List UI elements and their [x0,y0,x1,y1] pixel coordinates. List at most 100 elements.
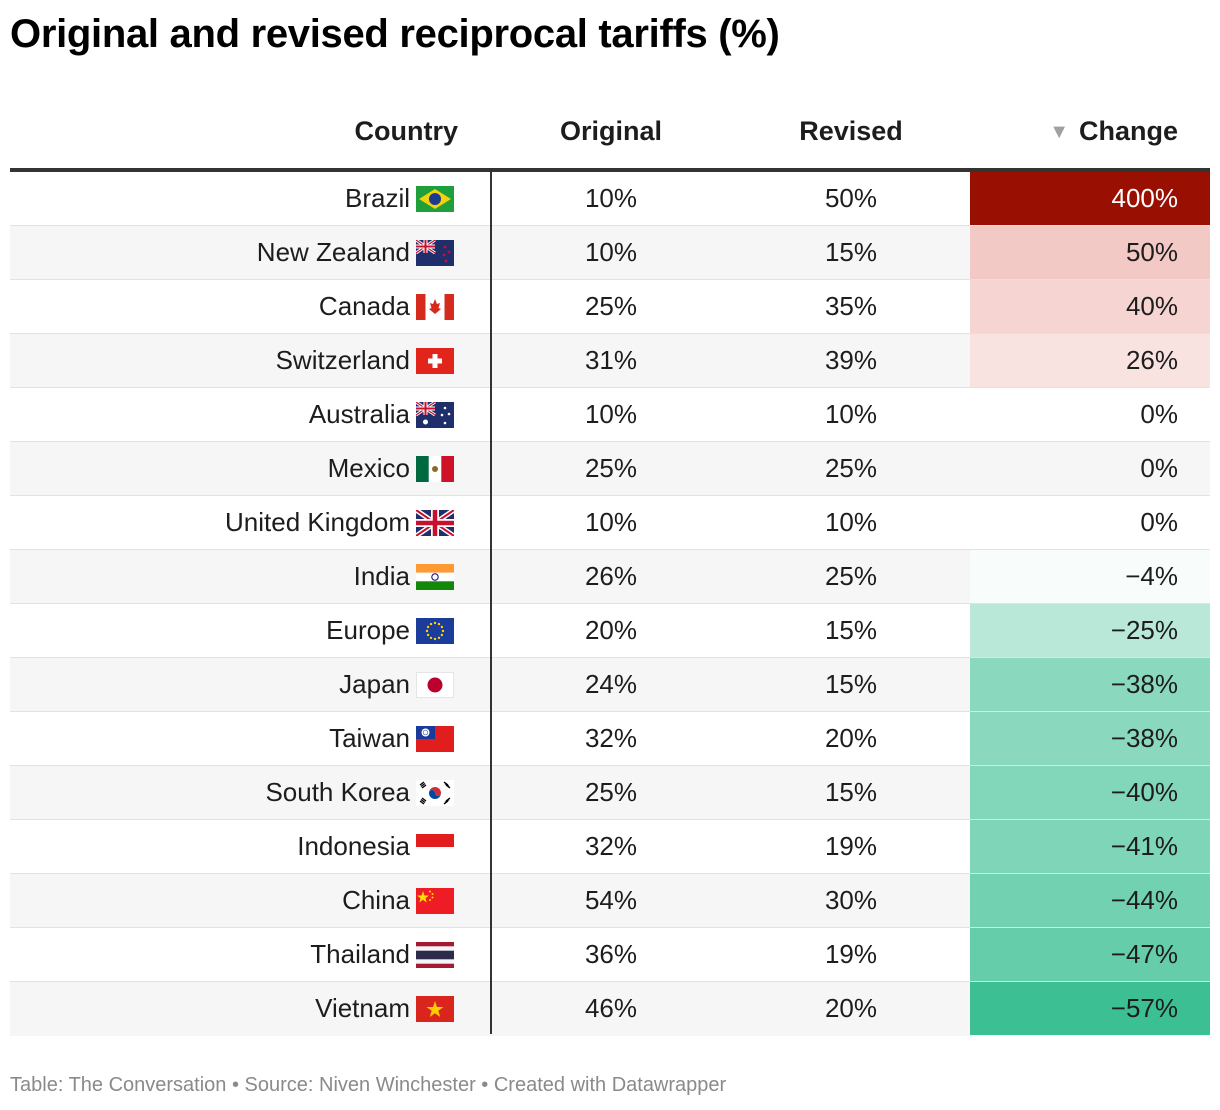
table-row: Brazil 10% 50% 400% [10,172,1210,226]
original-rate: 10% [584,183,638,213]
chart-title: Original and revised reciprocal tariffs … [10,12,780,56]
country-name: Vietnam [315,993,410,1023]
sort-down-icon[interactable]: ▼ [1049,121,1069,143]
header-divider [10,168,1210,172]
country-name: Indonesia [297,831,410,861]
change-cell: −41% [970,820,1210,873]
country-name: Thailand [310,939,410,969]
table-header: Country Original Revised ▼ Change [10,104,1210,168]
change-cell: 0% [1140,399,1178,429]
revised-rate: 20% [824,993,878,1023]
country-column-divider [490,172,492,1034]
revised-rate: 50% [824,183,878,213]
column-header-change-label: Change [1078,116,1178,146]
flag-australia-icon [416,402,454,428]
flag-vietnam-icon [416,996,454,1022]
revised-rate: 10% [824,507,878,537]
country-name: Australia [308,399,410,429]
flag-japan-icon [416,672,454,698]
source-footer: Table: The Conversation • Source: Niven … [10,1074,727,1096]
flag-canada-icon [416,294,454,320]
column-header-original[interactable]: Original [559,116,662,146]
table-row: Switzerland 31% 39% 26% [10,334,1210,388]
country-name: China [342,885,410,915]
table-row: New Zealand 10% 15% 50% [10,226,1210,280]
revised-rate: 10% [824,399,878,429]
change-cell: −25% [970,604,1210,657]
original-rate: 25% [584,453,638,483]
change-cell: 400% [970,172,1210,225]
original-rate: 31% [584,345,638,375]
revised-rate: 15% [824,669,878,699]
change-cell: −44% [970,874,1210,927]
change-cell: −40% [970,766,1210,819]
country-name: Canada [318,291,410,321]
change-cell: 50% [970,226,1210,279]
country-name: Switzerland [275,345,410,375]
flag-new-zealand-icon [416,240,454,266]
revised-rate: 19% [824,831,878,861]
country-name: Europe [326,615,410,645]
original-rate: 25% [584,777,638,807]
table-row: Canada 25% 35% 40% [10,280,1210,334]
table-row: India 26% 25% −4% [10,550,1210,604]
table-row: Europe 20% 15% −25% [10,604,1210,658]
country-name: Brazil [344,183,410,213]
original-rate: 32% [584,723,638,753]
table-row: Japan 24% 15% −38% [10,658,1210,712]
change-cell: −47% [970,928,1210,981]
flag-taiwan-icon [416,726,454,752]
country-name: Mexico [327,453,410,483]
revised-rate: 35% [824,291,878,321]
revised-rate: 39% [824,345,878,375]
change-cell: −4% [970,550,1210,603]
flag-china-icon [416,888,454,914]
column-header-revised[interactable]: Revised [799,116,903,146]
original-rate: 10% [584,399,638,429]
original-rate: 10% [584,237,638,267]
flag-thailand-icon [416,942,454,968]
flag-south-korea-icon [416,780,454,806]
column-header-change[interactable]: ▼ Change [1049,116,1178,147]
original-rate: 46% [584,993,638,1023]
table-row: Vietnam 46% 20% −57% [10,982,1210,1036]
table-row: Thailand 36% 19% −47% [10,928,1210,982]
revised-rate: 15% [824,777,878,807]
table-row: Indonesia 32% 19% −41% [10,820,1210,874]
country-name: Japan [339,669,410,699]
revised-rate: 30% [824,885,878,915]
country-name: New Zealand [256,237,410,267]
change-cell: 0% [1140,507,1178,537]
original-rate: 20% [584,615,638,645]
revised-rate: 19% [824,939,878,969]
original-rate: 32% [584,831,638,861]
revised-rate: 20% [824,723,878,753]
change-cell: 26% [970,334,1210,387]
tariff-table: Country Original Revised ▼ Change Brazil 1… [10,104,1210,1036]
table-row: Taiwan 32% 20% −38% [10,712,1210,766]
original-rate: 54% [584,885,638,915]
table-row: United Kingdom 10% 10% 0% [10,496,1210,550]
country-name: South Korea [265,777,410,807]
country-name: India [353,561,410,591]
table-row: Mexico 25% 25% 0% [10,442,1210,496]
revised-rate: 25% [824,561,878,591]
table-row: South Korea 25% 15% −40% [10,766,1210,820]
revised-rate: 15% [824,237,878,267]
table-row: Australia 10% 10% 0% [10,388,1210,442]
original-rate: 10% [584,507,638,537]
revised-rate: 25% [824,453,878,483]
column-header-country[interactable]: Country [354,116,459,146]
flag-mexico-icon [416,456,454,482]
revised-rate: 15% [824,615,878,645]
flag-brazil-icon [416,186,454,212]
flag-united-kingdom-icon [416,510,454,536]
country-name: United Kingdom [225,507,410,537]
original-rate: 26% [584,561,638,591]
original-rate: 24% [584,669,638,699]
flag-india-icon [416,564,454,590]
flag-europe-icon [416,618,454,644]
change-cell: 40% [970,280,1210,333]
table-row: China 54% 30% −44% [10,874,1210,928]
flag-switzerland-icon [416,348,454,374]
